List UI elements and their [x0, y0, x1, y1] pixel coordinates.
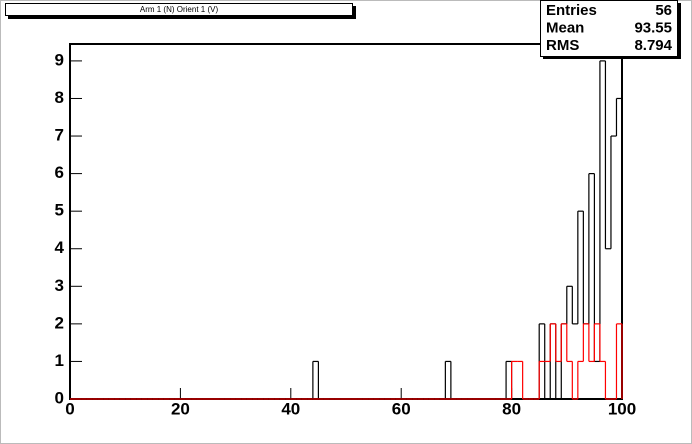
x-tick-label: 60: [392, 399, 411, 418]
y-tick-label: 3: [55, 276, 64, 295]
x-tick-label: 100: [608, 399, 636, 418]
y-tick-label: 0: [55, 388, 64, 407]
x-tick-label: 80: [502, 399, 521, 418]
y-tick-label: 1: [55, 351, 64, 370]
histogram-edges: [511, 323, 623, 399]
y-tick-label: 9: [55, 50, 64, 69]
stat-value: 93.55: [634, 19, 672, 36]
title-box: [5, 3, 353, 16]
y-tick-label: 4: [55, 238, 65, 257]
y-tick-label: 5: [55, 201, 64, 220]
y-tick-label: 2: [55, 313, 64, 332]
stat-label: RMS: [546, 37, 579, 54]
y-tick-label: 6: [55, 163, 64, 182]
stat-value: 8.794: [634, 37, 672, 54]
x-tick-label: 20: [171, 399, 190, 418]
stat-label: Mean: [546, 19, 584, 36]
y-tick-label: 7: [55, 126, 64, 145]
stats-box: [540, 0, 678, 57]
stat-value: 56: [655, 2, 672, 19]
x-tick-label: 0: [65, 399, 74, 418]
chart-title: Arm 1 (N) Orient 1 (V): [140, 5, 219, 14]
stat-label: Entries: [546, 2, 597, 19]
x-tick-label: 40: [281, 399, 300, 418]
y-tick-label: 8: [55, 88, 64, 107]
